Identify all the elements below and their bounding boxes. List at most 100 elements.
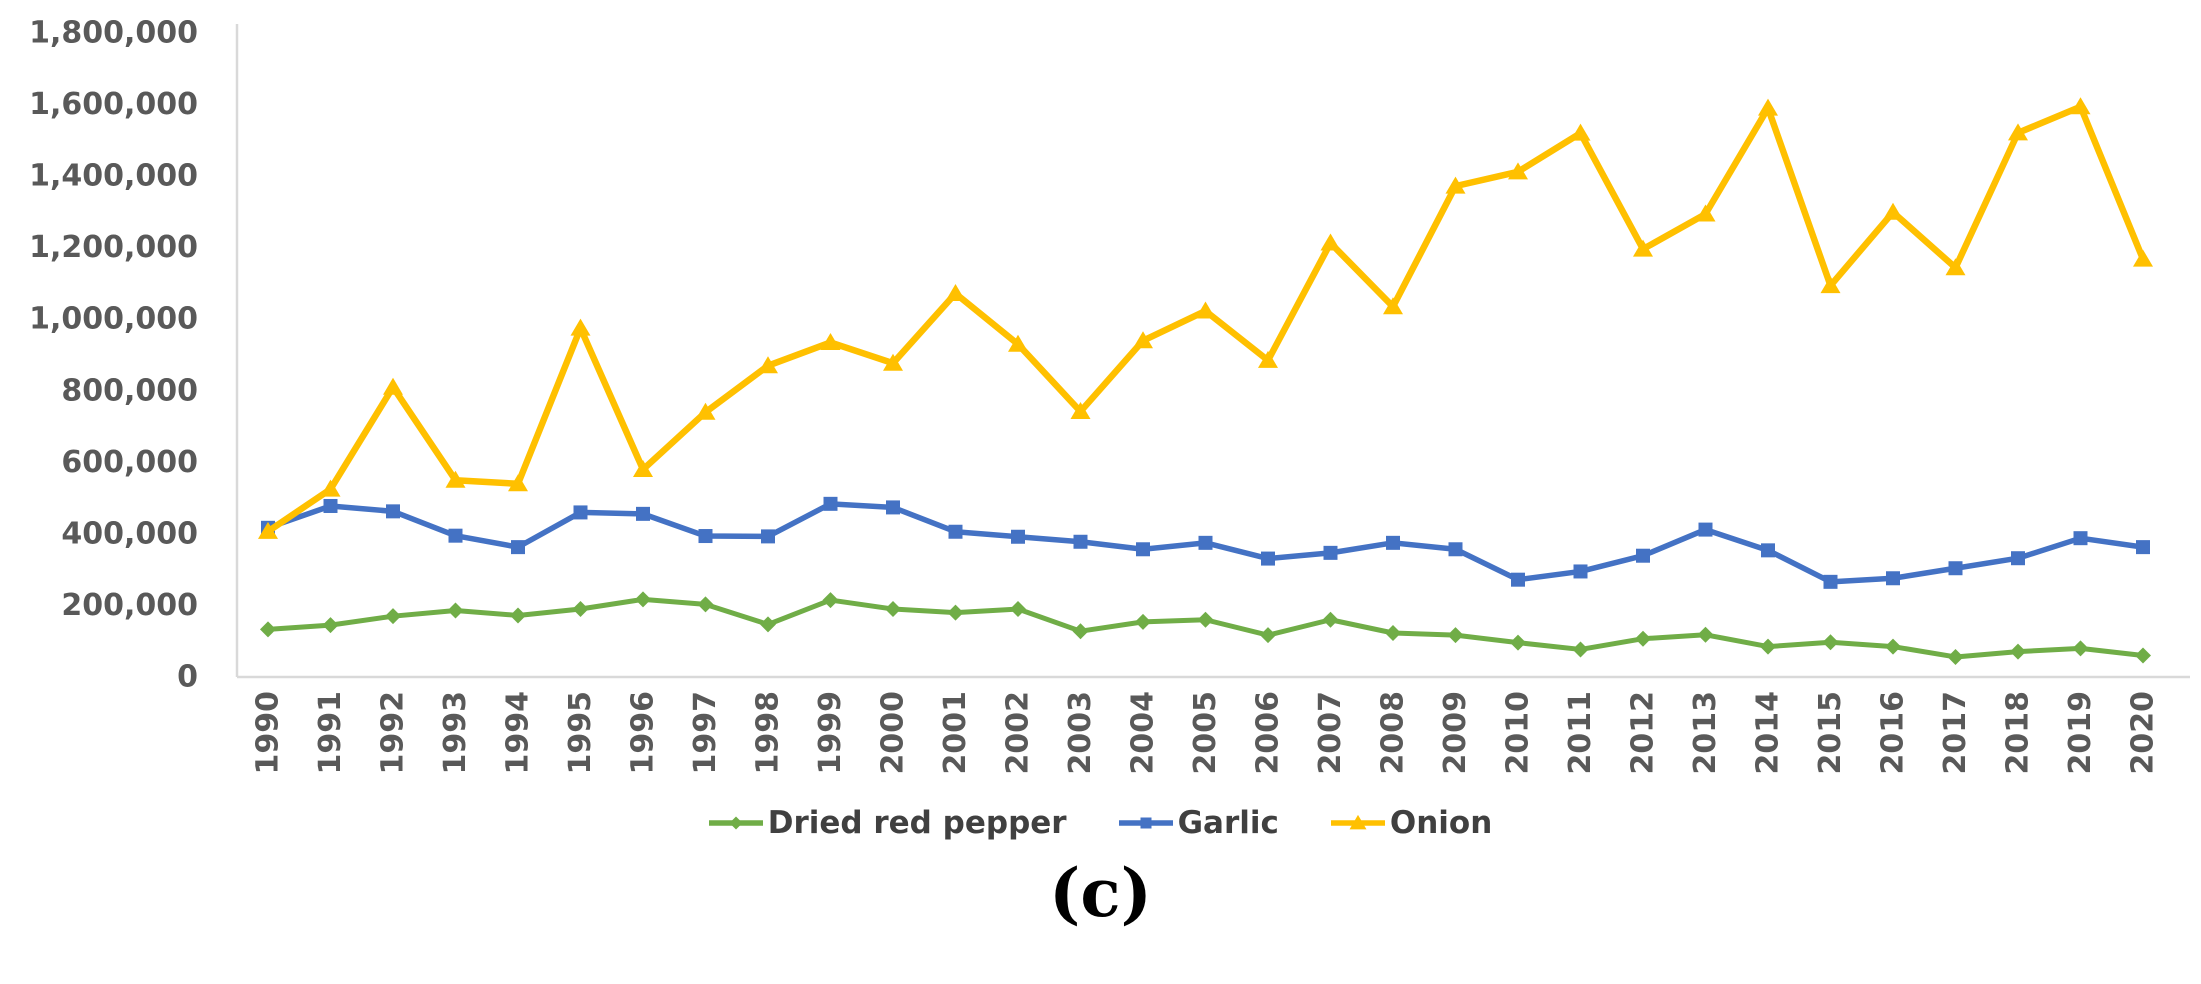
y-axis-tick-label: 1,600,000 [29,87,198,122]
data-point-marker [1573,564,1588,579]
x-axis-tick-label: 1992 [376,691,411,775]
data-point-marker [2133,249,2153,267]
data-point-marker [1447,627,1464,644]
x-axis-tick-label: 2015 [1813,691,1848,775]
data-point-marker [2135,647,2151,664]
x-axis-tick-label: 2013 [1688,691,1723,775]
data-point-marker [1947,648,1964,665]
data-point-marker [1383,297,1403,315]
data-point-marker [1322,611,1339,628]
data-point-marker [729,816,743,830]
x-axis-tick-label: 2014 [1751,691,1786,775]
data-point-marker [447,602,464,619]
data-point-marker [1572,641,1589,658]
data-point-marker [1820,276,1841,294]
series-garlic [261,496,2150,589]
data-point-marker [886,500,900,515]
series-onion [258,97,2153,539]
x-axis-tick-label: 1997 [688,691,723,775]
data-point-marker [1886,571,1900,586]
x-axis-tick-label: 2012 [1626,691,1661,775]
data-point-marker [698,529,713,544]
x-axis-tick-label: 2001 [938,691,973,775]
data-point-marker [1011,529,1025,544]
data-point-marker [448,528,463,543]
data-point-marker [386,504,400,519]
data-point-marker [1010,601,1026,618]
y-axis-tick-label: 1,400,000 [29,159,198,194]
data-point-marker [1136,542,1150,557]
data-point-marker [323,498,338,513]
data-point-marker [1008,334,1028,352]
data-point-marker [2070,97,2091,115]
data-point-marker [1695,204,1716,222]
data-point-marker [260,621,276,638]
data-point-marker [2072,640,2089,657]
data-point-marker [635,591,651,608]
data-point-marker [1261,551,1275,566]
data-point-marker [1198,535,1213,550]
data-point-marker [322,617,339,634]
data-point-marker [1323,545,1338,560]
x-axis-tick-label: 2020 [2126,691,2161,775]
data-point-marker [1761,543,1775,558]
data-point-marker [1697,626,1714,643]
data-point-marker [1320,233,1341,251]
x-axis-tick-label: 1991 [313,691,348,775]
line-chart: 0 200,000 400,000 600,000 800,000 1,000,000 1,… [29,16,2190,775]
x-axis-tick-label: 2002 [1001,691,1036,775]
data-point-marker [510,607,526,624]
data-point-marker [1823,574,1838,589]
figure-caption: (c) [1049,854,1152,932]
data-point-marker [885,601,901,618]
data-point-marker [1386,535,1400,550]
data-point-marker [2073,531,2088,546]
x-axis-tick-label: 1993 [438,691,473,775]
data-point-marker [636,506,650,521]
x-axis-tick-label: 2010 [1501,691,1536,775]
data-point-marker [1698,522,1713,537]
data-point-marker [1072,623,1089,640]
data-point-marker [1349,814,1367,830]
legend-swatch-square-icon [1118,817,1173,829]
data-point-marker [383,377,403,395]
data-point-marker [697,596,714,613]
series-line [264,103,2147,535]
y-axis-tick-label: 600,000 [61,445,198,480]
data-point-marker [1385,624,1401,641]
data-point-marker [1883,202,1903,220]
x-axis-tick-label: 2006 [1251,691,1286,775]
data-point-marker [633,459,653,477]
data-point-marker [1570,123,1591,141]
data-point-marker [1070,402,1091,420]
x-axis-tick-label: 2008 [1376,691,1411,775]
data-point-marker [1511,572,1525,587]
x-axis-tick-label: 2016 [1876,691,1911,775]
data-point-marker [822,592,839,609]
x-axis-tick-label: 1999 [813,691,848,775]
y-axis-tick-label: 1,200,000 [29,230,198,265]
data-point-marker [820,332,841,350]
data-point-marker [1508,162,1528,180]
x-axis-tick-label: 1990 [251,691,286,775]
data-point-marker [945,283,966,301]
x-axis-tick-label: 1994 [501,691,536,775]
data-point-marker [760,616,776,633]
data-point-marker [445,470,466,488]
data-point-marker [508,474,528,492]
data-point-marker [573,505,588,520]
data-point-marker [2011,551,2025,566]
x-axis-tick-label: 1996 [626,691,661,775]
data-point-marker [883,353,903,371]
x-axis-tick-label: 2011 [1563,691,1598,775]
x-axis-tick-label: 2004 [1126,691,1161,775]
data-point-marker [1633,239,1653,257]
legend-item-garlic: Garlic [1118,805,1279,841]
series-dried-red-pepper [260,591,2151,665]
y-axis-tick-label: 800,000 [61,373,198,408]
data-point-marker [1758,98,1778,116]
x-axis-tick-label: 1995 [563,691,598,775]
data-point-marker [1945,258,1966,276]
data-point-marker [385,608,401,625]
legend-item-dried-red-pepper: Dried red pepper [708,805,1067,841]
